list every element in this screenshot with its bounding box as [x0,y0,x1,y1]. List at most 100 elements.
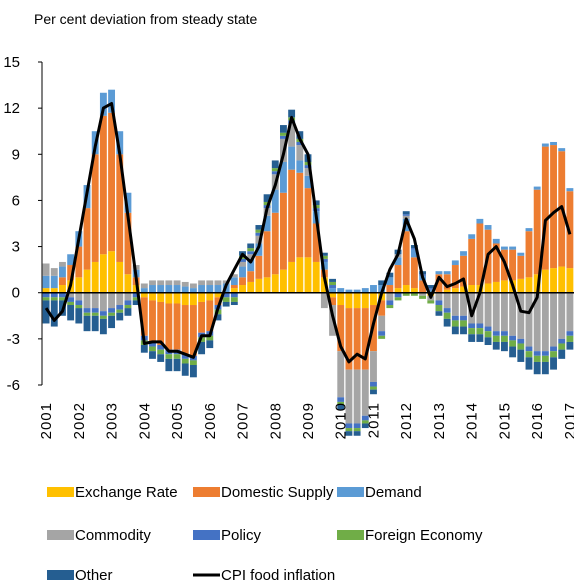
bar-segment [320,277,328,293]
bar-segment [476,323,484,329]
bar-segment [108,251,116,293]
bar-segment [239,258,246,262]
bar-segment [157,345,165,350]
x-tick-label: 2015 [496,402,513,439]
bar-segment [280,269,287,293]
bar-segment [173,292,181,304]
bar-segment [500,341,508,352]
bar-segment [468,238,476,286]
bar-segment [59,297,66,301]
bar-segment [157,349,165,355]
bar-segment [533,355,541,362]
bar-segment [116,312,124,321]
bar-segment [214,280,222,286]
bar-segment [165,358,173,372]
bar-segment [460,251,467,256]
bar-segment [280,132,287,136]
bar-segment [263,215,271,232]
bar-segment [345,292,353,309]
bar-segment [500,335,508,342]
bar-segment [353,308,361,370]
bar-segment [476,292,484,324]
bar-segment [337,288,345,293]
bar-segment [419,280,427,293]
bar-segment [541,143,549,147]
bar-segment [320,252,328,256]
bar-segment [410,257,418,289]
bar-segment [566,331,574,336]
bar-segment [50,300,58,327]
bar-segment [353,423,361,429]
bar-segment [378,280,386,286]
bar-segment [206,280,214,286]
bar-segment [402,231,410,286]
bar-segment [517,292,525,339]
bar-segment [140,297,148,336]
bar-segment [173,354,181,359]
bar-segment [500,280,508,293]
bar-segment [42,288,50,293]
bar-segment [451,265,459,289]
bar-segment [83,208,91,270]
bar-segment [402,285,410,293]
bar-segment [124,274,132,293]
bar-segment [435,311,443,316]
bar-segment [460,315,467,321]
bar-segment [116,154,124,262]
bar-segment [165,292,173,304]
bar-segment [83,308,91,313]
bar-segment [525,357,533,370]
bar-segment [517,252,525,256]
bar-segment [484,283,492,293]
bar-segment [320,292,328,309]
bar-segment [116,292,124,306]
bar-segment [550,145,557,269]
bar-segment [124,308,132,316]
x-tick-label: 2017 [562,402,574,439]
bar-segment [329,285,336,289]
bar-segment [468,285,476,293]
bar-segment [42,275,50,289]
y-tick-label: -3 [7,331,20,348]
bar-segment [304,257,312,293]
bar-segment [558,338,566,344]
y-tick-label: 3 [12,239,20,256]
bar-segment [460,255,467,287]
bar-segment [108,112,116,252]
bar-segment [75,292,83,301]
bar-segment [550,346,557,352]
bar-segment [525,228,533,232]
bar-segment [320,258,328,262]
bar-segment [337,305,345,352]
bar-segment [67,265,75,281]
bar-segment [370,351,377,382]
bar-segment [312,223,320,262]
bar-segment [149,341,156,347]
bar-segment [255,225,263,230]
bar-segment [296,145,304,161]
bar-segment [525,231,533,278]
bar-segment [247,271,255,282]
x-tick-label: 2010 [333,402,350,439]
bar-segment [165,280,173,286]
bar-segment [157,292,165,302]
bar-segment [157,285,165,293]
bar-segment [189,365,197,378]
bar-segment [541,292,549,352]
bar-segment [345,428,353,432]
bar-segment [353,431,361,436]
bar-segment [222,297,230,302]
bar-segment [451,260,459,266]
bar-segment [75,246,83,278]
bar-segment [468,234,476,239]
bar-segment [83,312,91,316]
bar-segment [550,351,557,358]
x-tick-label: 2012 [398,402,415,439]
bar-segment [157,301,165,346]
bar-segment [83,292,91,309]
bar-segment [476,218,484,224]
bar-segment [91,261,99,293]
bar-segment [410,292,418,296]
bar-segment [312,261,320,293]
x-tick-label: 2002 [71,402,88,439]
